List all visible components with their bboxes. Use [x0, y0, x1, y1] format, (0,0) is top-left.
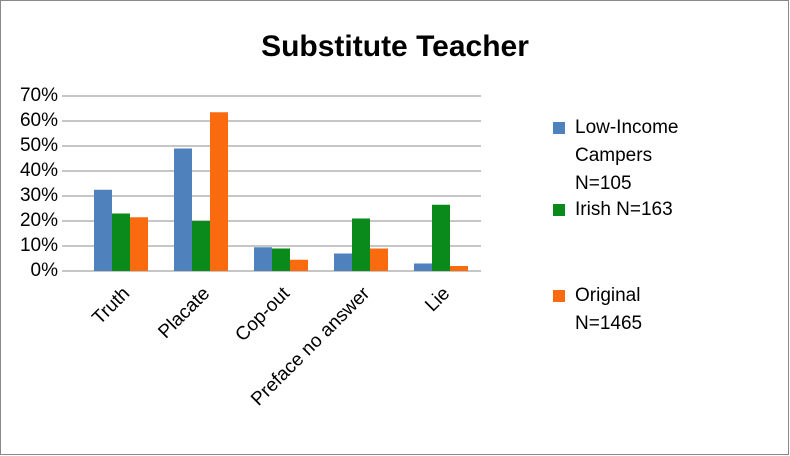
bar: [174, 148, 192, 271]
y-tick-label: 0%: [31, 260, 59, 281]
chart-title: Substitute Teacher: [261, 30, 529, 63]
bar: [414, 263, 432, 271]
bar: [352, 218, 370, 271]
bar: [272, 248, 290, 271]
legend-item: Irish N=163: [553, 196, 723, 224]
bar: [334, 253, 352, 271]
bar: [432, 204, 450, 271]
bar: [370, 248, 388, 271]
bar: [254, 247, 272, 271]
legend-label: Low-Income Campers N=105: [575, 117, 679, 194]
legend-label: Irish N=163: [575, 199, 673, 220]
y-tick-label: 20%: [20, 210, 58, 231]
bar: [192, 221, 210, 271]
legend-label: Original N=1465: [575, 285, 643, 334]
y-tick-label: 70%: [20, 85, 58, 106]
y-tick-label: 10%: [20, 235, 58, 256]
legend-item: Original N=1465: [553, 282, 723, 338]
bar: [94, 189, 112, 271]
bar: [112, 213, 130, 271]
legend-item: Low-Income Campers N=105: [553, 114, 723, 198]
bar: [130, 217, 148, 271]
bar: [290, 259, 308, 271]
y-tick-label: 60%: [20, 110, 58, 131]
bar: [210, 112, 228, 271]
y-tick-label: 40%: [20, 160, 58, 181]
legend-swatch: [553, 204, 565, 216]
y-tick-label: 50%: [20, 135, 58, 156]
y-tick-label: 30%: [20, 185, 58, 206]
bar: [450, 266, 468, 271]
legend-swatch: [553, 122, 565, 134]
legend-swatch: [553, 290, 565, 302]
